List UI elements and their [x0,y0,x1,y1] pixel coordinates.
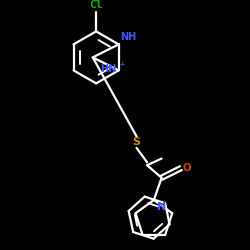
Text: ⁺: ⁺ [120,62,125,72]
Text: HN: HN [100,64,117,74]
Text: N: N [157,202,166,212]
Text: Cl: Cl [89,0,103,10]
Text: NH: NH [120,32,137,42]
Text: S: S [132,137,140,147]
Text: O: O [183,163,192,173]
